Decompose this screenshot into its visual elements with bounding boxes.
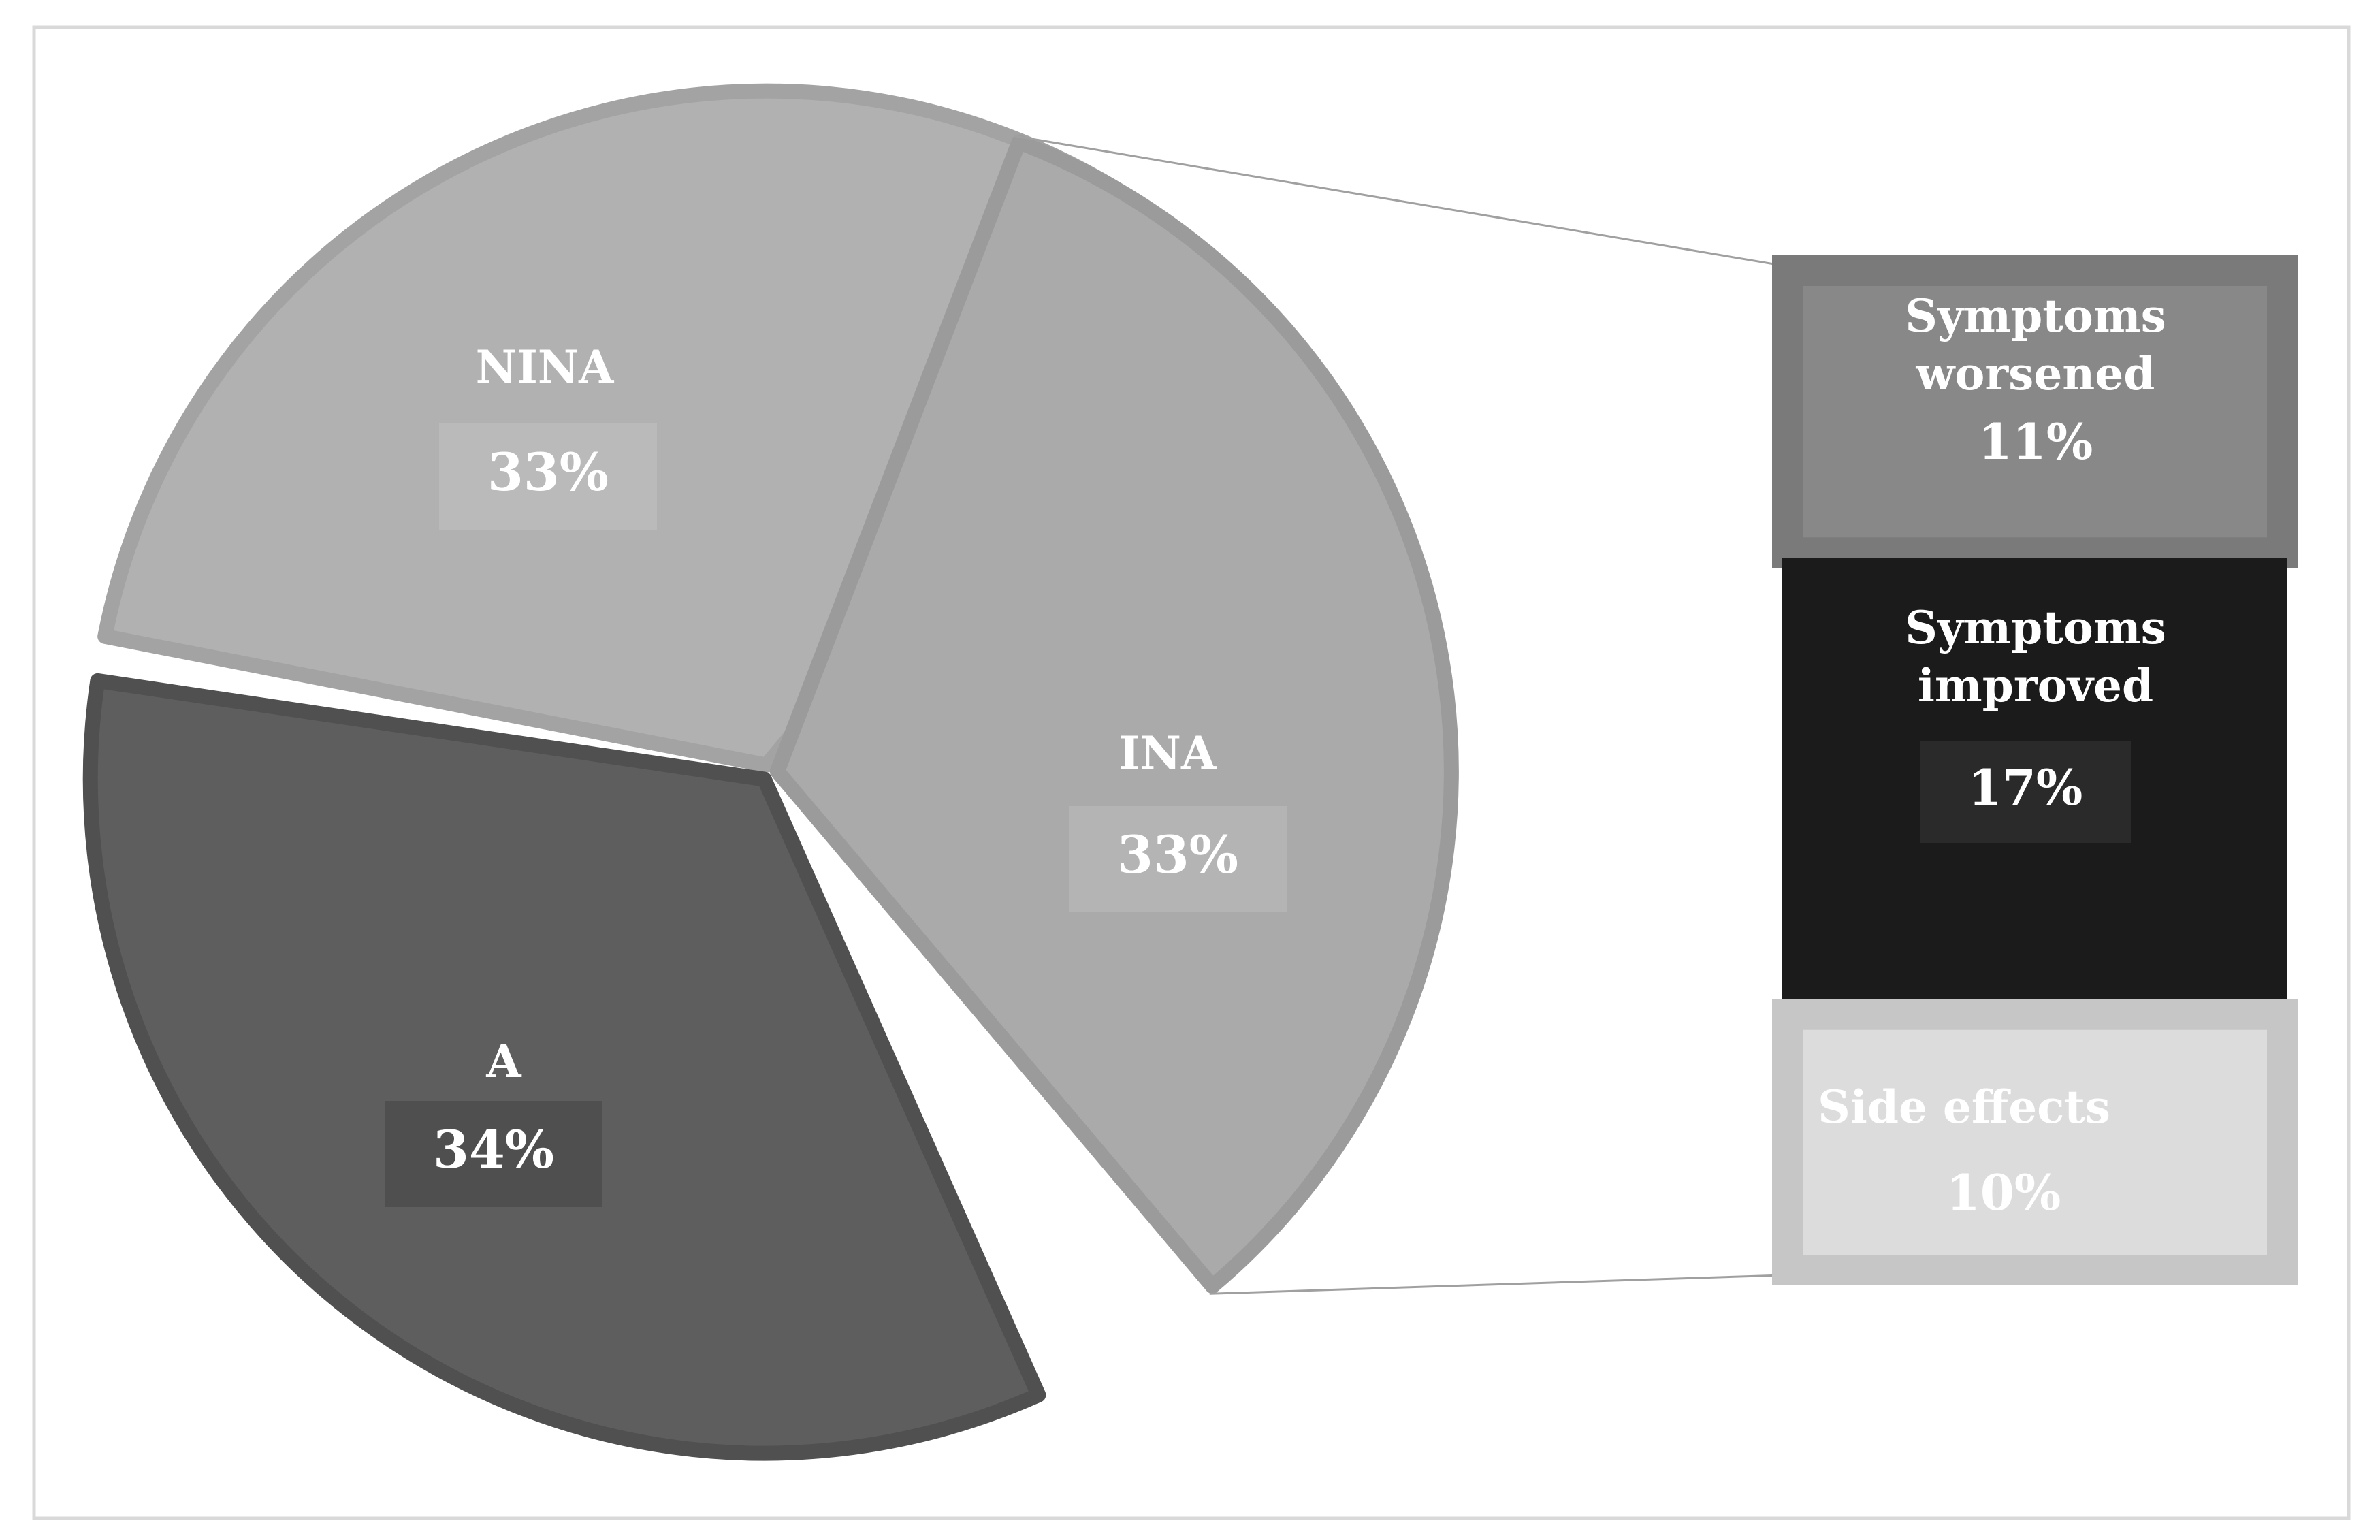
pie-value-box-nina [439, 423, 657, 530]
pie-value-ina: 33% [1117, 824, 1238, 885]
bar-segment-2 [1772, 999, 2298, 1285]
bar-layer: Symptomsworsened11%Symptomsimproved17%Si… [1772, 255, 2298, 1285]
pie-value-box-ina [1069, 806, 1287, 912]
connector-line-top [1013, 135, 1783, 267]
connector-line-bottom [1209, 1274, 1783, 1295]
bar-label-1-line-0: Symptoms [1905, 601, 2166, 654]
bar-label-1-line-1: improved [1918, 659, 2153, 712]
pie-value-box-a [385, 1101, 602, 1207]
connector-layer [1013, 135, 1783, 1295]
pie-layer: NINA 33% INA 33% A 34% [82, 83, 1459, 1461]
bar-label-0-line-1: worsened [1916, 347, 2155, 400]
bar-segment-border-2 [1782, 1009, 2287, 1275]
pie-slice-ina [769, 134, 1459, 1294]
pie-label-ina: INA [1119, 726, 1217, 780]
bar-value-0: 11% [1978, 413, 2093, 470]
pie-label-a: A [485, 1035, 521, 1088]
pie-slice-a [82, 673, 1046, 1461]
pie-value-nina: 33% [487, 442, 609, 502]
pie-label-nina: NINA [476, 340, 615, 394]
bar-value-box-1 [1920, 741, 2131, 843]
bar-value-1: 17% [1968, 758, 2083, 816]
bar-label-0-line-0: Symptoms [1905, 289, 2166, 342]
bar-label-2-line-0: Side effects [1818, 1080, 2110, 1134]
bar-value-2: 10% [1946, 1164, 2061, 1221]
bar-segment-border-0 [1782, 266, 2287, 558]
pie-value-a: 34% [433, 1119, 554, 1180]
